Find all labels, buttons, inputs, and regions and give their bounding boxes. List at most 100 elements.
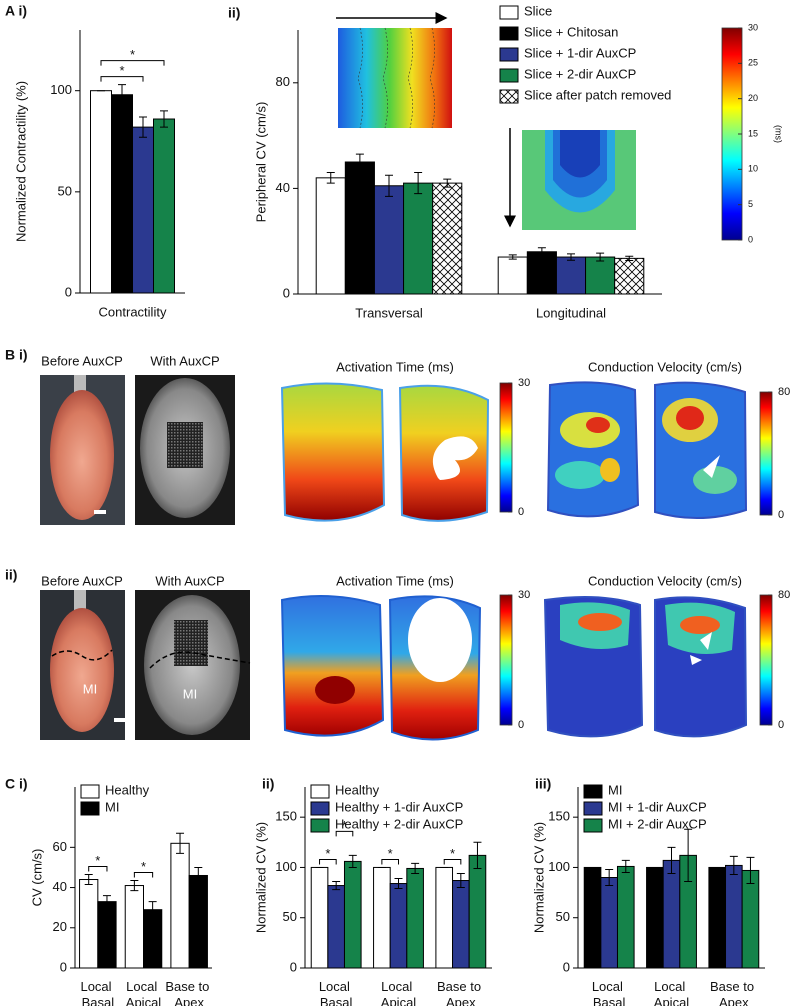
y-tick-label: 0	[60, 959, 67, 974]
x-tick-label: Local Apical	[126, 979, 162, 1006]
legend-swatch	[499, 5, 519, 20]
colorbar	[499, 594, 513, 726]
significance-label: *	[119, 63, 124, 78]
bar	[452, 880, 470, 969]
significance-bracket	[335, 830, 354, 837]
bar	[662, 859, 681, 969]
panel-label: A i)	[5, 3, 27, 19]
bar	[646, 866, 664, 969]
error-bar	[567, 253, 575, 261]
significance-label: *	[141, 859, 146, 874]
y-tick-label: 100	[50, 82, 72, 97]
bar	[111, 94, 133, 294]
legend-swatch	[80, 784, 100, 799]
error-bar	[139, 116, 147, 138]
bar	[170, 842, 190, 969]
y-tick-label: 80	[276, 74, 290, 89]
y-tick-label: 150	[275, 809, 297, 824]
legend-label: Healthy + 1-dir AuxCP	[335, 799, 463, 814]
error-bar	[326, 172, 335, 184]
error-bar	[355, 153, 364, 171]
error-bar	[118, 84, 126, 106]
bar	[132, 126, 154, 294]
legend-swatch	[310, 818, 330, 833]
bar	[555, 256, 587, 295]
bar	[90, 90, 112, 294]
bar	[708, 866, 727, 969]
legend-label: MI + 2-dir AuxCP	[608, 816, 707, 831]
significance-label: *	[388, 846, 393, 861]
legend-swatch	[310, 801, 330, 816]
photo-with-patch-mi	[135, 590, 251, 740]
x-tick-label: Local Basal	[319, 979, 354, 1006]
colorbar-tick-label: 30	[518, 377, 530, 389]
legend-swatch	[499, 47, 519, 62]
y-tick-label: 40	[53, 879, 67, 894]
colorbar-label: (ms)	[774, 125, 784, 143]
bar	[124, 885, 144, 969]
legend-label: Slice + Chitosan	[524, 24, 618, 39]
bar	[403, 182, 434, 295]
mi-label: MI	[183, 686, 197, 701]
error-bar	[667, 846, 676, 874]
error-bar	[332, 881, 341, 891]
bar	[614, 257, 645, 295]
error-bar	[176, 832, 185, 854]
colorbar-tick-label: 15	[748, 128, 758, 138]
panel-label: ii)	[262, 776, 274, 792]
x-tick-label: Base to Apex	[710, 979, 758, 1006]
map-title: Conduction Velocity (cm/s)	[588, 573, 742, 588]
error-bar	[194, 866, 203, 885]
significance-bracket	[100, 76, 144, 82]
error-bar	[348, 854, 357, 868]
legend-swatch	[499, 89, 519, 104]
colorbar-tick-label: 0	[778, 719, 784, 731]
panel-label: ii)	[228, 5, 240, 21]
colorbar-tick-label: 25	[748, 58, 758, 68]
significance-bracket	[100, 60, 165, 66]
activation-maps	[280, 381, 748, 522]
bar	[389, 883, 408, 969]
y-tick-label: 100	[275, 859, 297, 874]
colorbar-tick-label: 30	[518, 589, 530, 601]
bar	[406, 867, 424, 969]
bar	[497, 256, 528, 295]
photo-before-mi	[40, 590, 126, 740]
colorbar-tick-label: 5	[748, 199, 753, 209]
bar	[373, 866, 391, 969]
legend-label: MI	[105, 799, 119, 814]
y-axis-label: Normalized Contractility (%)	[13, 81, 28, 242]
error-bar	[456, 872, 465, 889]
legend-label: MI	[608, 782, 622, 797]
colorbar-tick-label: 0	[778, 509, 784, 521]
y-tick-label: 0	[283, 285, 290, 300]
legend-swatch	[310, 784, 330, 799]
colorbar	[759, 594, 773, 726]
error-bar	[394, 878, 403, 890]
photo-title: Before AuxCP	[41, 353, 123, 368]
colorbar-tick-label: 80	[778, 589, 790, 601]
bar	[585, 256, 616, 295]
error-bar	[443, 178, 452, 188]
y-axis-label: Normalized CV (%)	[253, 822, 268, 933]
error-bar	[596, 252, 605, 262]
error-bar	[746, 856, 755, 885]
significance-label: *	[342, 818, 347, 833]
bar	[315, 177, 346, 295]
photo-before	[40, 375, 125, 525]
colorbar-tick-label: 0	[518, 719, 524, 731]
x-tick-label: Local Apical	[381, 979, 417, 1006]
colorbar-tick-label: 80	[778, 386, 790, 398]
significance-bracket	[381, 858, 399, 865]
y-axis-label: CV (cm/s)	[29, 849, 44, 907]
x-tick-label: Base to Apex	[437, 979, 485, 1006]
inset-transversal	[336, 12, 452, 129]
y-tick-label: 150	[548, 809, 570, 824]
panel-label: C i)	[5, 776, 28, 792]
bar	[373, 185, 405, 295]
x-tick-label: Local Apical	[654, 979, 690, 1006]
legend-swatch	[583, 818, 603, 833]
legend-label: Slice + 2-dir AuxCP	[524, 66, 636, 81]
colorbar-tick-label: 0	[748, 234, 753, 244]
